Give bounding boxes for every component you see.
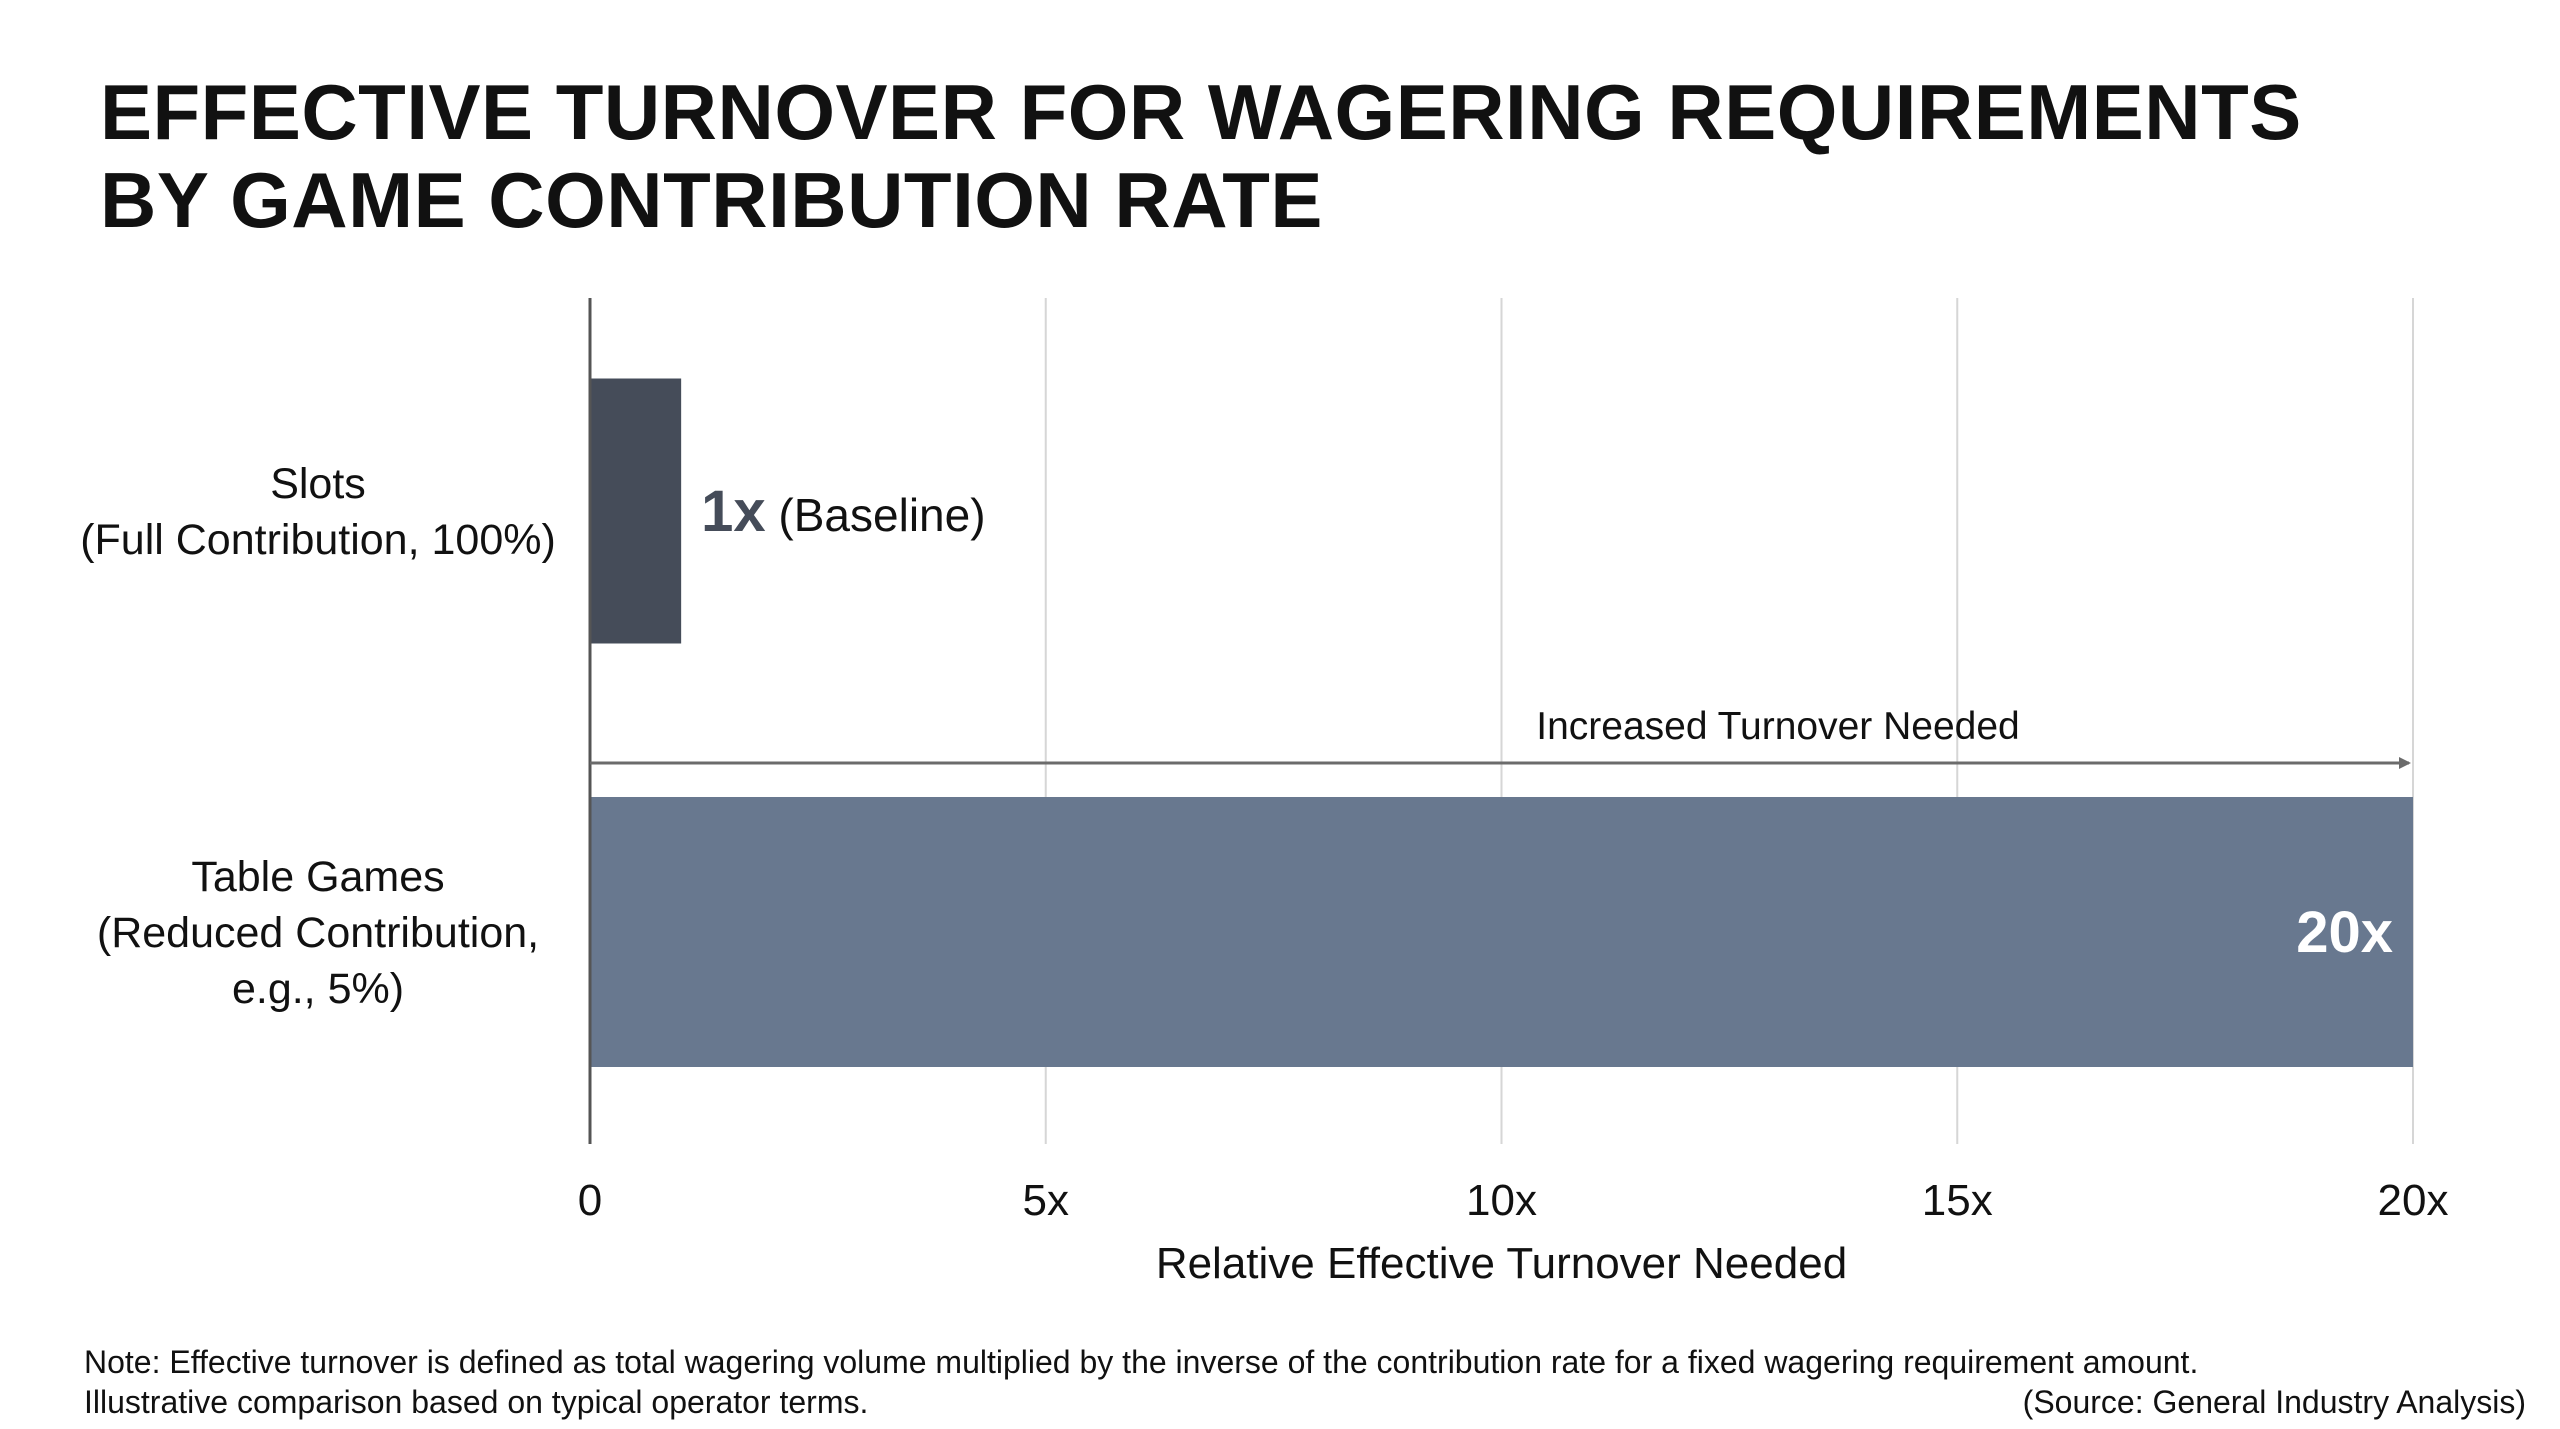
footnote-line-1: Note: Effective turnover is defined as t… (84, 1344, 2199, 1380)
bars (590, 378, 2413, 1067)
data-label-1: 20x (2296, 900, 2393, 965)
chart-title-line-1: EFFECTIVE TURNOVER FOR WAGERING REQUIREM… (100, 68, 2302, 156)
x-tick-label-2: 10x (1466, 1176, 1537, 1225)
source-citation: (Source: General Industry Analysis) (2022, 1384, 2526, 1420)
x-tick-label-4: 20x (2378, 1176, 2449, 1225)
category-label-0-line-0: Slots (270, 460, 366, 508)
category-labels: Slots (Full Contribution, 100%) Table Game… (80, 460, 556, 1013)
x-axis-ticks: 0 5x 10x 15x 20x (578, 1176, 2449, 1225)
category-label-1-line-1: (Reduced Contribution, (97, 909, 539, 957)
data-label-0-value: 1x (701, 479, 766, 544)
annotation-text: Increased Turnover Needed (1536, 705, 2019, 748)
chart-title: EFFECTIVE TURNOVER FOR WAGERING REQUIREM… (100, 68, 2500, 244)
bar-1 (590, 797, 2413, 1067)
x-tick-label-0: 0 (578, 1176, 602, 1225)
data-labels: 1x (Baseline) 20x (701, 479, 2393, 965)
x-tick-label-1: 5x (1023, 1176, 1069, 1225)
category-label-1-line-0: Table Games (191, 853, 444, 901)
x-axis-title: Relative Effective Turnover Needed (1156, 1239, 1847, 1288)
category-label-1-line-2: e.g., 5%) (232, 965, 404, 1013)
bar-0 (590, 378, 682, 644)
x-tick-label-3: 15x (1922, 1176, 1993, 1225)
turnover-annotation: Increased Turnover Needed (590, 705, 2411, 769)
footnote: Note: Effective turnover is defined as t… (84, 1342, 2484, 1422)
data-label-0: 1x (Baseline) (701, 479, 985, 544)
chart-title-line-2: BY GAME CONTRIBUTION RATE (100, 156, 1323, 244)
footnote-line-2: Illustrative comparison based on typical… (84, 1384, 869, 1420)
category-label-0-line-1: (Full Contribution, 100%) (80, 516, 556, 564)
data-label-0-suffix: (Baseline) (766, 489, 986, 541)
